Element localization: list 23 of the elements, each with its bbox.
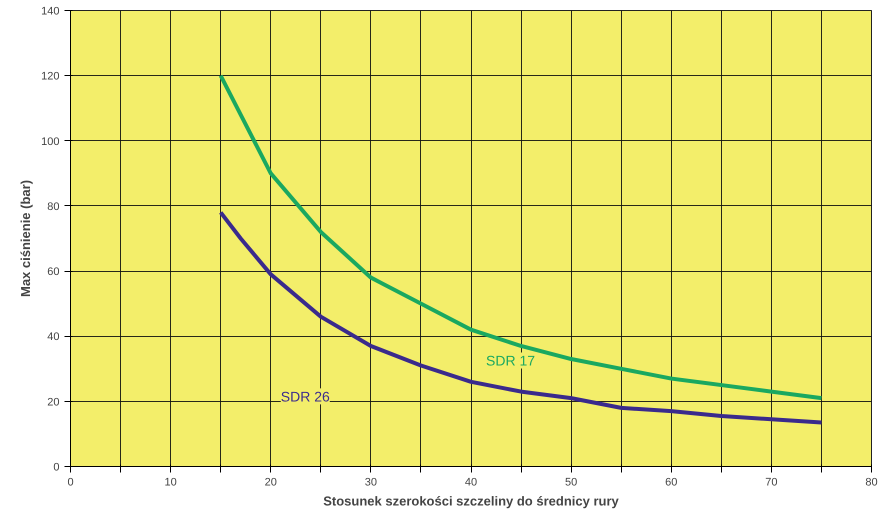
x-tick-label: 40 <box>464 476 478 488</box>
x-tick-label: 0 <box>67 476 74 488</box>
line-series <box>218 74 824 400</box>
text: SDR 26 <box>280 388 330 404</box>
y-tick-label: 20 <box>47 396 60 408</box>
x-tick-label: 70 <box>765 476 778 488</box>
y-tick-label: 80 <box>47 200 60 213</box>
x-tick-label: 80 <box>865 476 878 488</box>
x-tick-label: 60 <box>665 476 678 488</box>
x-axis-title: Stosunek szerokości szczeliny do średnicy rury <box>323 494 620 508</box>
y-axis-title: Max ciśnienie (bar) <box>18 180 34 298</box>
y-tick-label: 120 <box>41 70 60 83</box>
line-series <box>218 210 824 425</box>
y-tick-label: 40 <box>47 331 60 344</box>
y-tick-label: 0 <box>53 462 60 474</box>
y-tick-label: 140 <box>41 6 60 18</box>
x-tick-label: 50 <box>565 476 578 488</box>
x-tick-label: 10 <box>164 476 177 488</box>
y-tick-label: 60 <box>47 266 60 278</box>
x-tick-label: 30 <box>364 476 378 488</box>
y-tick-label: 100 <box>41 136 60 148</box>
x-tick-label: 20 <box>264 476 277 488</box>
series-label: SDR 17 <box>486 352 536 368</box>
